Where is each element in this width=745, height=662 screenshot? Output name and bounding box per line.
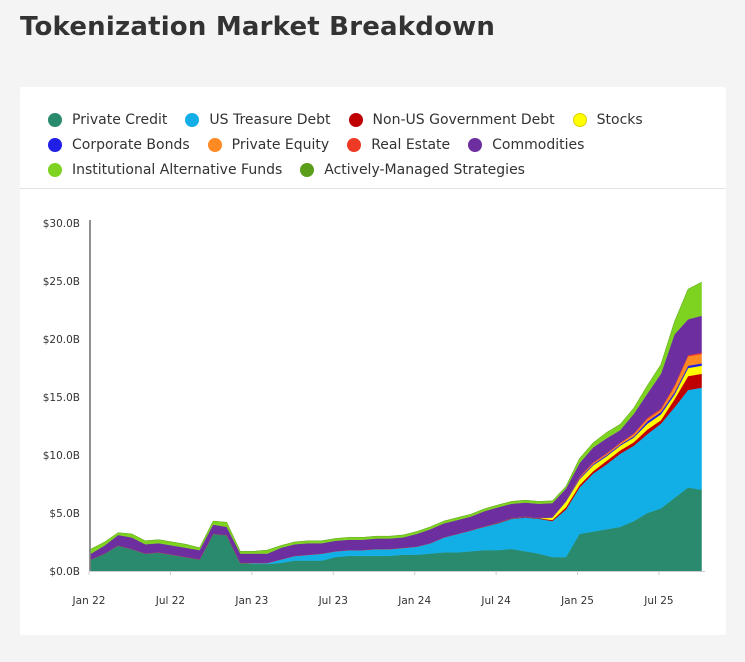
legend-label: Private Equity [231,136,330,153]
legend-label: Commodities [492,136,585,153]
legend-label: Stocks [596,111,643,128]
legend-label: Actively-Managed Strategies [324,161,525,178]
legend-item-non-us-government-debt[interactable]: Non-US Government Debt [348,111,555,128]
legend-label: Private Credit [72,111,168,128]
legend-dot-icon [48,162,62,177]
x-tick-label: Jan 24 [397,595,431,607]
x-tick-label: Jul 25 [643,595,673,607]
legend-label: Real Estate [371,136,451,153]
legend-item-us-treasure-debt[interactable]: US Treasure Debt [185,111,331,128]
legend-dot-icon [468,137,483,152]
legend-item-real-estate[interactable]: Real Estate [347,137,450,153]
legend-label: Non-US Government Debt [372,111,555,128]
legend-item-institutional-alternative-funds[interactable]: Institutional Alternative Funds [48,162,282,178]
legend-item-private-equity[interactable]: Private Equity [207,136,330,153]
legend-label: Institutional Alternative Funds [72,161,283,178]
y-tick-label: $0.0B [49,566,80,578]
x-tick-label: Jan 22 [72,595,106,607]
legend-dot-icon [185,112,200,127]
legend-dot-icon [48,112,62,127]
legend-dot-icon [48,137,62,152]
legend-dot-icon [572,112,587,127]
x-tick-label: Jan 25 [560,595,594,607]
area-actively-managed-strategies [90,282,702,552]
legend-item-private-credit[interactable]: Private Credit [48,112,167,128]
legend-divider [20,188,726,189]
legend-label: US Treasure Debt [209,111,331,128]
legend-item-actively-managed-strategies[interactable]: Actively-Managed Strategies [300,162,525,178]
legend-label: Corporate Bonds [72,136,190,153]
x-tick-label: Jul 23 [318,595,348,607]
y-tick-label: $30.0B [43,218,80,230]
y-tick-label: $20.0B [43,334,80,346]
legend-item-stocks[interactable]: Stocks [572,111,643,128]
page-title: Tokenization Market Breakdown [20,12,496,42]
legend-dot-icon [300,162,315,177]
y-tick-label: $5.0B [49,508,80,520]
chart-legend: Private Credit US Treasure Debt Non-US G… [48,107,708,182]
legend-item-commodities[interactable]: Commodities [468,137,584,153]
x-tick-label: Jul 24 [480,595,511,607]
legend-dot-icon [207,137,222,152]
y-tick-label: $25.0B [43,276,80,288]
x-tick-label: Jul 22 [155,595,185,607]
x-tick-label: Jan 23 [234,595,268,607]
y-tick-label: $10.0B [43,450,80,462]
legend-dot-icon [348,112,363,127]
legend-item-corporate-bonds[interactable]: Corporate Bonds [48,137,190,153]
y-tick-label: $15.0B [43,392,80,404]
legend-dot-icon [347,137,362,152]
